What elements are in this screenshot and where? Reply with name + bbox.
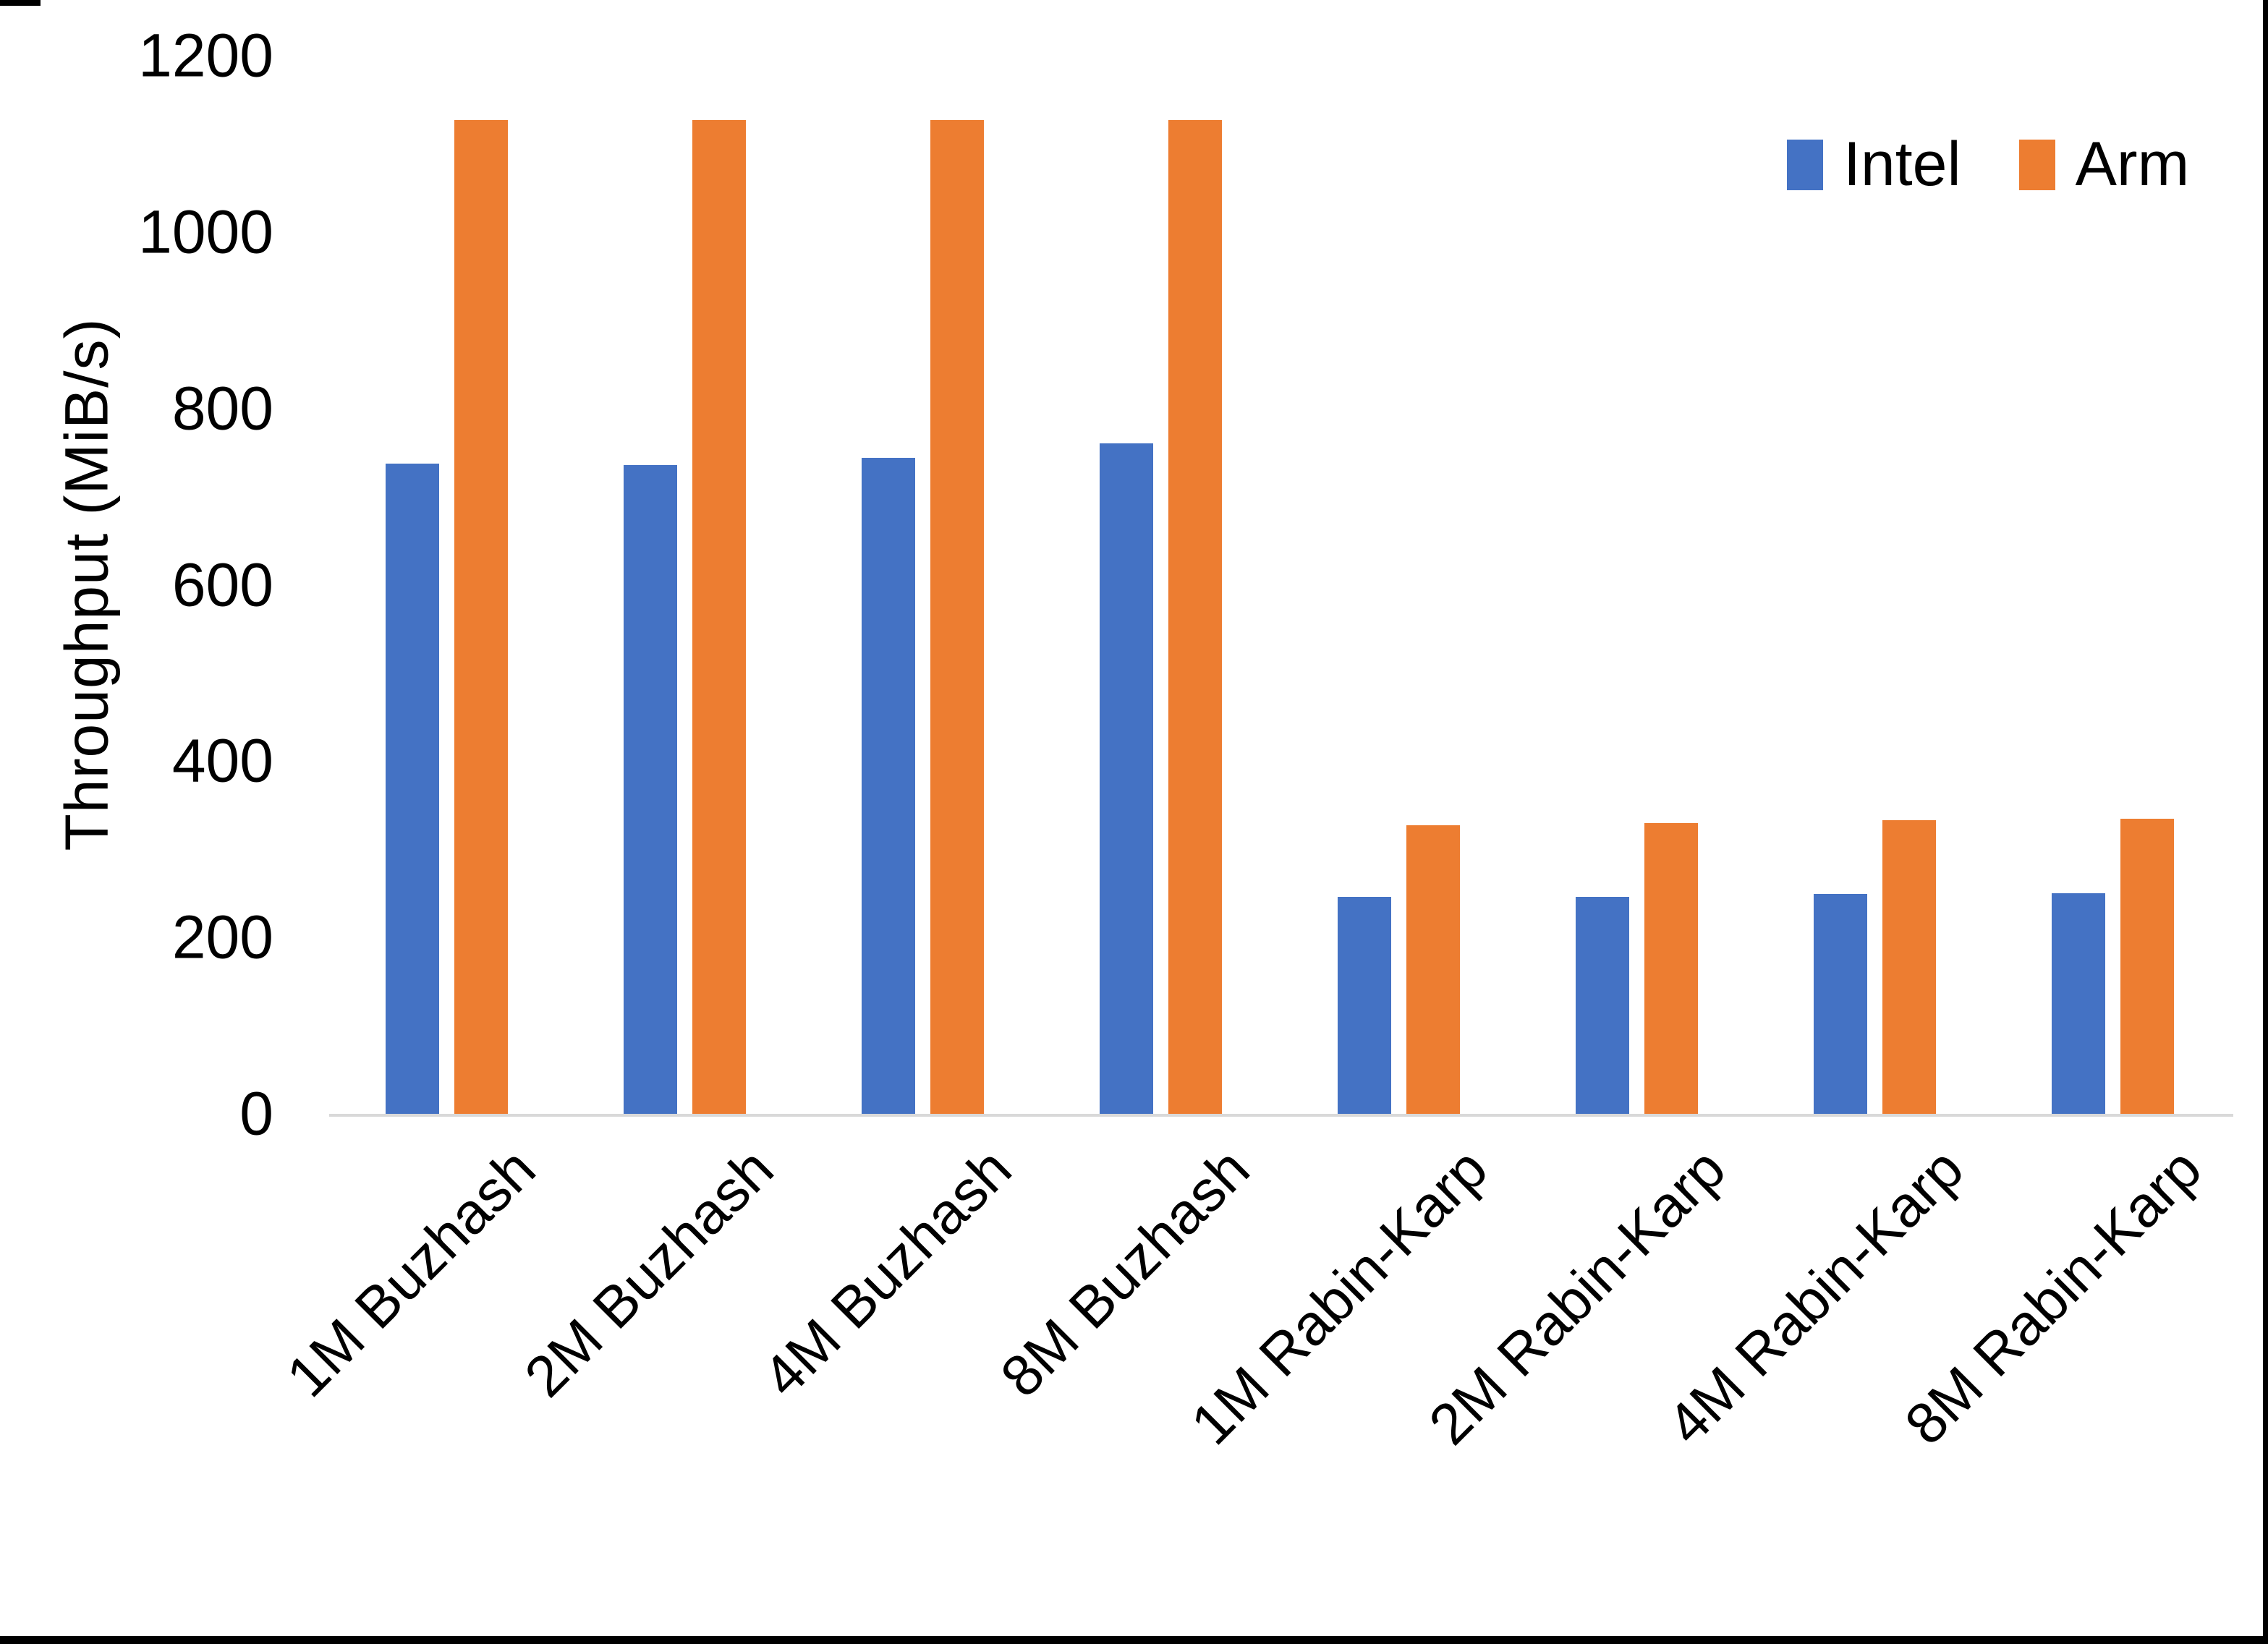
y-axis-tick-label: 0 bbox=[239, 1079, 273, 1148]
x-axis-line bbox=[329, 1114, 2233, 1117]
frame-border-bottom bbox=[0, 1636, 2268, 1644]
bar-intel-4m-rabin-karp bbox=[1814, 894, 1867, 1114]
legend-label-arm: Arm bbox=[2075, 129, 2190, 199]
bar-arm-2m-buzhash bbox=[692, 119, 746, 1114]
bar-intel-1m-buzhash bbox=[386, 464, 439, 1114]
bar-intel-4m-buzhash bbox=[862, 457, 915, 1114]
bar-arm-4m-buzhash bbox=[930, 119, 984, 1114]
y-axis-tick-label: 1200 bbox=[138, 21, 273, 90]
bar-intel-1m-rabin-karp bbox=[1338, 897, 1391, 1114]
bar-intel-2m-buzhash bbox=[624, 464, 677, 1114]
legend-item-intel: Intel bbox=[1787, 129, 1961, 200]
bar-arm-1m-buzhash bbox=[454, 119, 508, 1114]
intel-series-swatch-icon bbox=[1787, 139, 1823, 190]
y-axis-tick-label: 600 bbox=[171, 550, 273, 618]
bar-arm-4m-rabin-karp bbox=[1882, 820, 1936, 1114]
frame-border-top-left bbox=[0, 0, 41, 6]
y-axis-tick-label: 800 bbox=[171, 374, 273, 443]
bar-arm-2m-rabin-karp bbox=[1644, 822, 1698, 1114]
y-axis-tick-label: 200 bbox=[171, 903, 273, 971]
arm-series-swatch-icon bbox=[2018, 139, 2055, 190]
bar-intel-2m-rabin-karp bbox=[1576, 897, 1629, 1114]
bar-arm-8m-buzhash bbox=[1168, 119, 1222, 1114]
bar-arm-1m-rabin-karp bbox=[1406, 825, 1460, 1114]
frame-border-right bbox=[2263, 0, 2268, 1644]
y-axis-tick-label: 1000 bbox=[138, 197, 273, 266]
legend: Intel Arm bbox=[1787, 129, 2189, 200]
y-axis-tick-label: 400 bbox=[171, 726, 273, 795]
bar-arm-8m-rabin-karp bbox=[2120, 818, 2174, 1114]
legend-item-arm: Arm bbox=[2018, 129, 2190, 200]
bar-intel-8m-buzhash bbox=[1100, 443, 1153, 1114]
legend-label-intel: Intel bbox=[1843, 129, 1961, 199]
bar-intel-8m-rabin-karp bbox=[2052, 893, 2105, 1114]
